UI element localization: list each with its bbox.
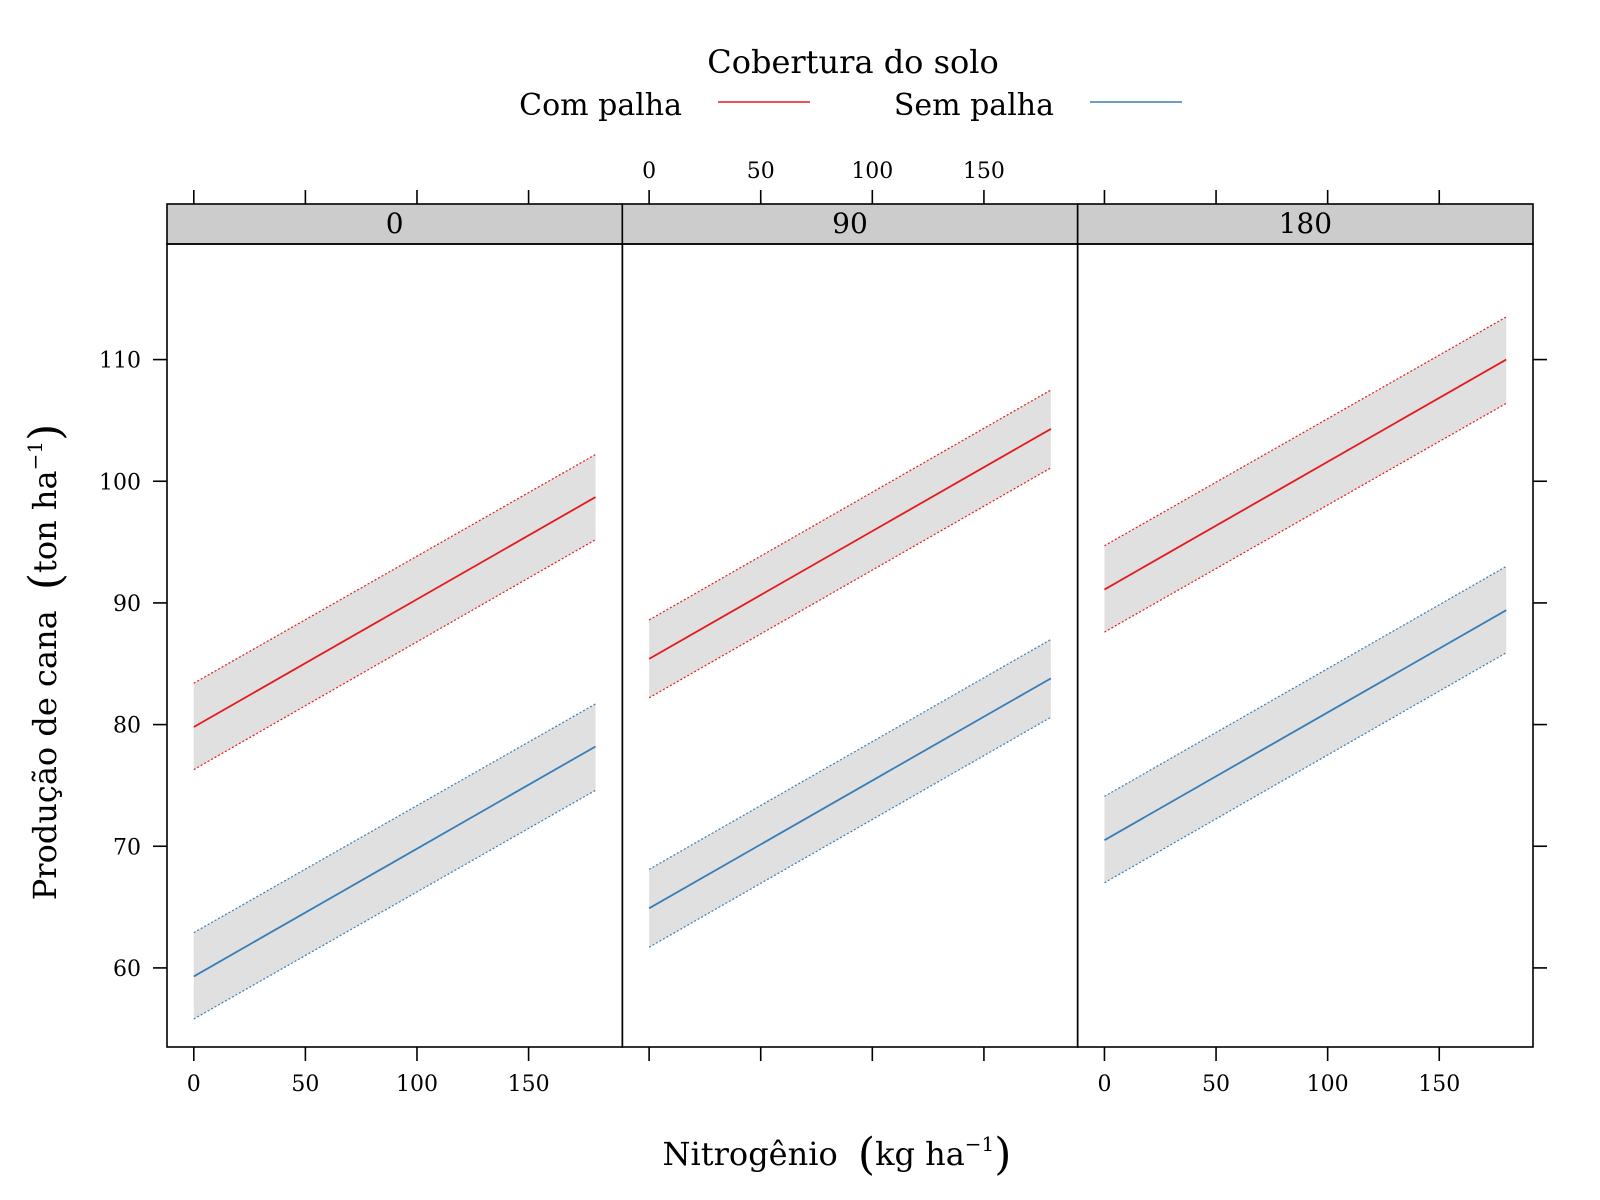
x-tick-label: 0 [187,1072,201,1097]
svg-text:Produção de cana (ton h: Produção de cana (ton ha−1) [20,424,71,901]
x-axis-title-text: Nitrogênio [663,1135,838,1173]
x-tick-label-top: 50 [747,159,775,184]
y-axis-unit: ton ha [26,470,64,573]
x-axis-unit: kg ha [875,1135,965,1173]
y-tick-label: 60 [113,957,141,982]
fitted-line-180-1 [1104,609,1507,841]
x-axis-exponent: −1 [965,1132,994,1156]
strip-0 [166,203,624,245]
lower-bound-90-1 [648,716,1052,948]
x-tick-label: 150 [508,1072,550,1097]
panel-90: 90 0 50 100 150 [621,159,1079,1061]
y-axis-exponent: −1 [23,441,47,470]
x-tick-label: 50 [1202,1072,1230,1097]
strip-label-90: 90 [832,207,868,240]
legend-label-sem-palha: Sem palha [894,88,1054,123]
x-tick-label-top: 150 [963,159,1005,184]
fitted-line-180-0 [1104,358,1507,591]
strip-label-0: 0 [386,207,404,240]
fitted-line-90-0 [648,428,1052,660]
legend-label-com-palha: Com palha [519,88,682,123]
legend-title: Cobertura do solo [707,43,999,81]
upper-bound-90-0 [648,389,1052,621]
lower-bound-180-1 [1104,652,1507,884]
strip-180 [1076,203,1534,245]
upper-bound-0-0 [193,453,596,684]
y-tick-label: 70 [113,835,141,860]
x-tick-label: 100 [1307,1072,1349,1097]
lower-bound-0-1 [193,789,596,1020]
x-axis-title: Nitrogênio (kg ha−1) [663,1129,1012,1180]
panel-0: 0 0 50 100 150 [166,190,624,1097]
x-tick-label: 100 [396,1072,438,1097]
y-tick-label: 80 [113,714,141,739]
panels: 0 0 50 100 150 90 0 50 100 150 180 0 50 100 150 60 70 80 9… [99,159,1547,1097]
x-tick-label-top: 0 [642,159,656,184]
panel-180: 180 0 50 100 150 [1076,190,1534,1097]
lower-bound-180-0 [1104,402,1507,633]
x-tick-label: 0 [1097,1072,1111,1097]
x-tick-label: 50 [291,1072,319,1097]
upper-bound-180-1 [1104,565,1507,797]
y-tick-label: 100 [99,470,141,495]
fitted-line-0-0 [193,496,596,728]
strip-label-180: 180 [1279,207,1332,240]
upper-bound-90-1 [648,638,1052,870]
lower-bound-0-0 [193,539,596,771]
x-tick-label: 150 [1418,1072,1460,1097]
fitted-line-0-1 [193,745,596,978]
panel-frame-180 [1076,243,1534,1048]
y-tick-label: 90 [113,592,141,617]
upper-bound-180-0 [1104,316,1507,547]
upper-bound-0-1 [193,703,596,934]
lower-bound-90-0 [648,467,1052,699]
y-axis-title: Produção de cana (ton ha−1) [20,424,71,901]
fitted-line-90-1 [648,677,1052,910]
legend: Cobertura do solo Com palha Sem palha [519,43,1182,123]
y-axis-title-text: Produção de cana [26,610,64,900]
x-tick-label-top: 100 [851,159,893,184]
y-tick-label: 110 [99,349,141,374]
